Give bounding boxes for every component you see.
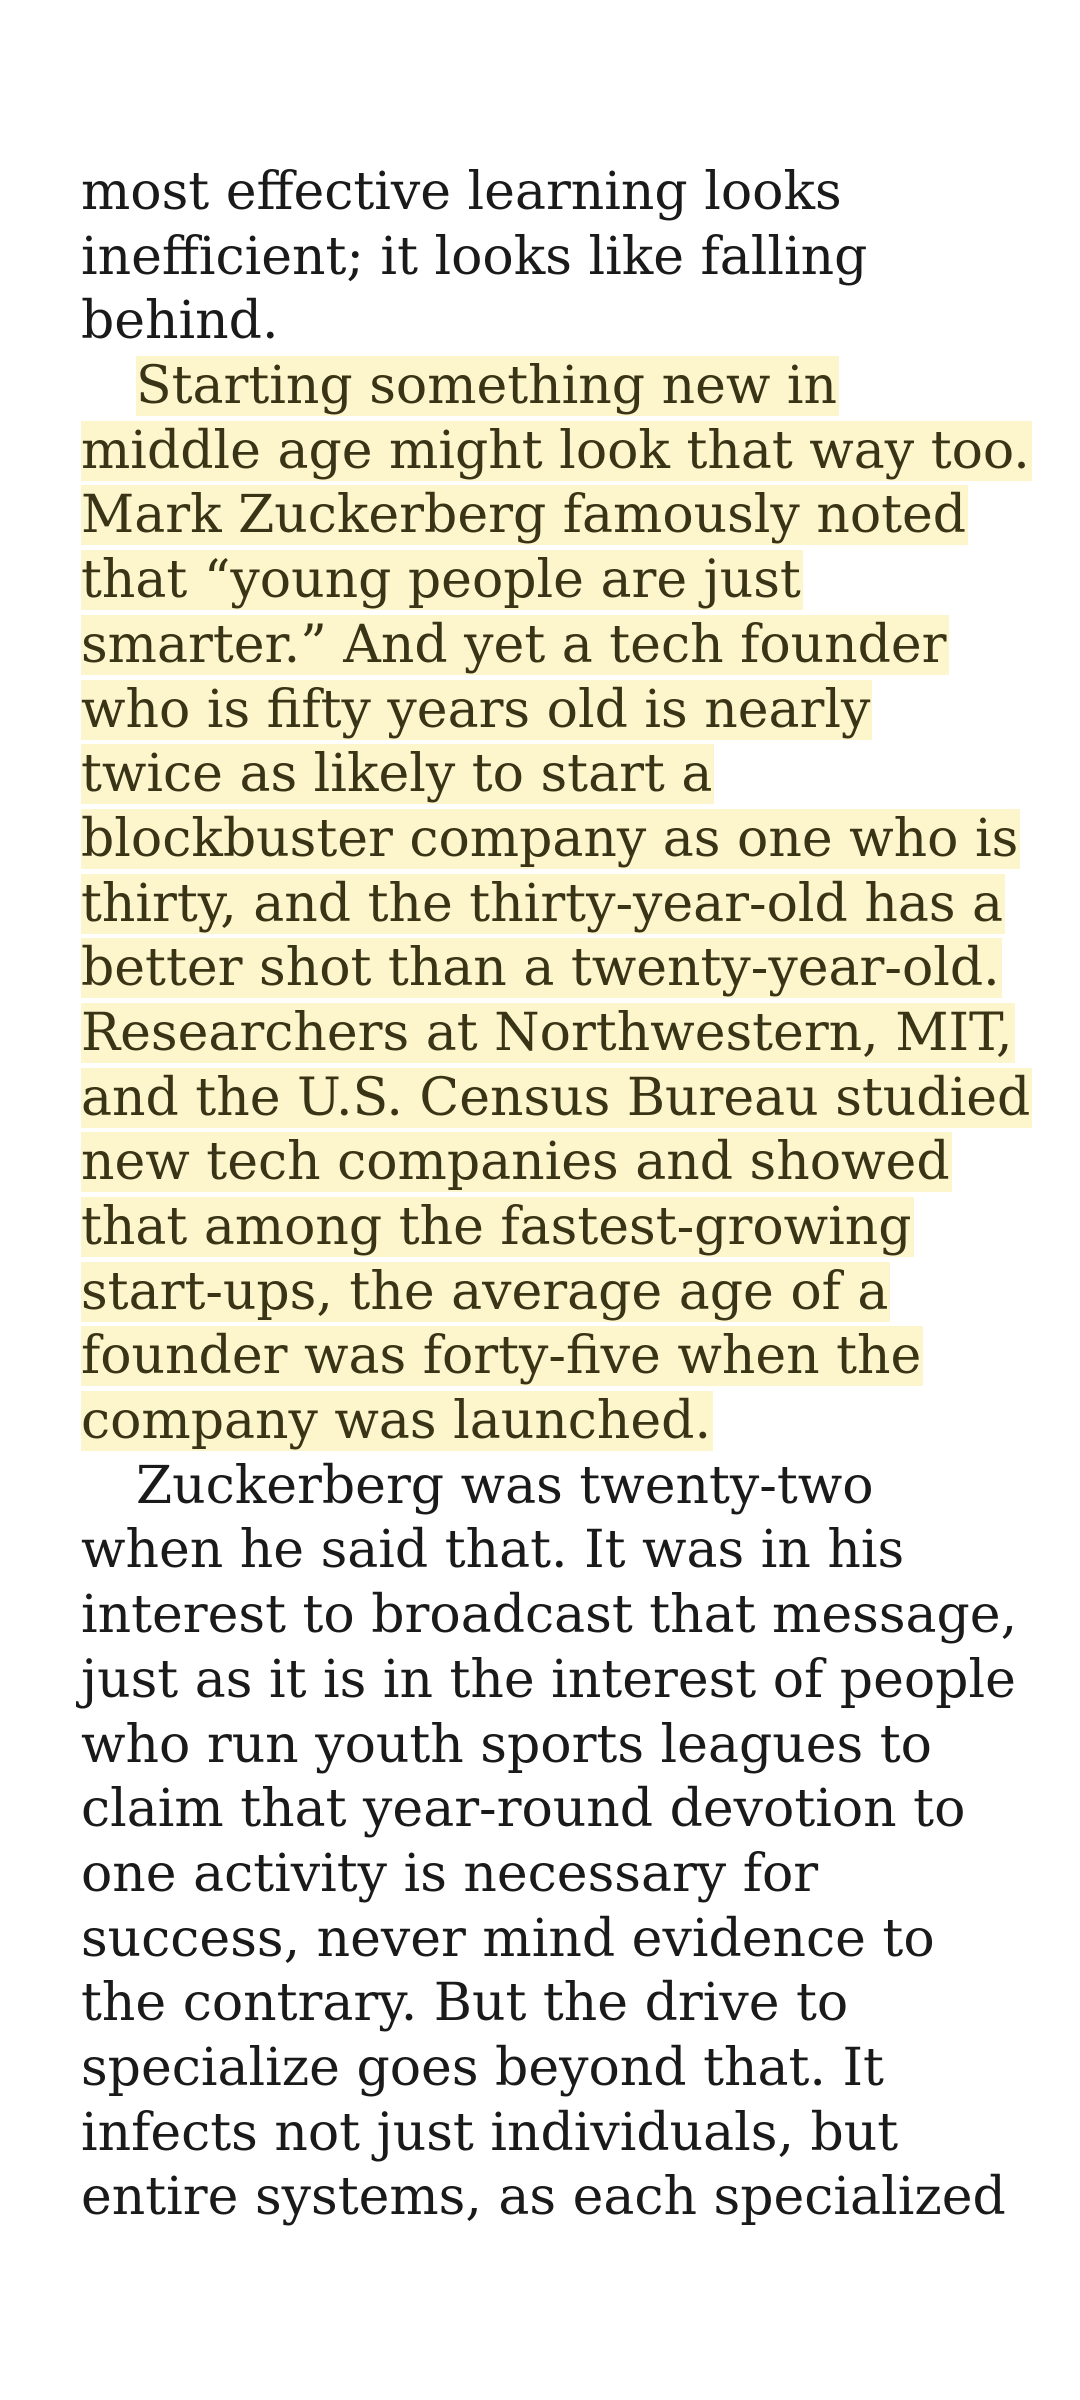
- highlight-span[interactable]: founder was forty-five when the: [81, 1326, 924, 1387]
- highlighted-line[interactable]: that among the fastest-growing: [81, 1195, 1011, 1260]
- text-line: Zuckerberg was twenty-two: [136, 1455, 874, 1516]
- highlight-span[interactable]: blockbuster company as one who is: [81, 808, 1021, 869]
- highlight-span[interactable]: Starting something new in: [136, 356, 840, 417]
- text-line: one activity is necessary for: [81, 1843, 819, 1904]
- highlight-span[interactable]: twice as likely to start a: [81, 744, 715, 805]
- highlight-span[interactable]: smarter.” And yet a tech founder: [81, 614, 949, 675]
- highlighted-line[interactable]: company was launched.: [81, 1389, 1011, 1454]
- text-line: specialize goes beyond that. It: [81, 2037, 884, 2098]
- highlighted-line[interactable]: better shot than a twenty-year-old.: [81, 936, 1011, 1001]
- text-line: infects not just individuals, but: [81, 2102, 899, 2163]
- text-line: inefficient; it looks like falling: [81, 226, 868, 287]
- highlight-span[interactable]: better shot than a twenty-year-old.: [81, 938, 1002, 999]
- highlighted-line[interactable]: Starting something new in: [81, 354, 1011, 419]
- highlighted-line[interactable]: middle age might look that way too.: [81, 419, 1032, 484]
- book-text[interactable]: most effective learning looks inefficien…: [81, 160, 1033, 2230]
- highlighted-line[interactable]: twice as likely to start a: [81, 742, 1011, 807]
- highlight-span[interactable]: Researchers at Northwestern, MIT,: [81, 1002, 1015, 1063]
- highlight-span[interactable]: new tech companies and showed: [81, 1132, 952, 1193]
- highlight-span[interactable]: that among the fastest-growing: [81, 1197, 914, 1257]
- highlight-span[interactable]: and the U.S. Census Bureau studied: [81, 1067, 1033, 1128]
- highlighted-line[interactable]: and the U.S. Census Bureau studied: [81, 1066, 1033, 1131]
- text-line: the contrary. But the drive to: [81, 1973, 849, 2034]
- highlighted-line[interactable]: founder was forty-five when the: [81, 1324, 1011, 1389]
- text-line: just as it is in the interest of people: [81, 1649, 1016, 1710]
- highlight-span[interactable]: thirty, and the thirty-year-old has a: [81, 873, 1006, 934]
- text-line: interest to broadcast that message,: [81, 1585, 1018, 1646]
- text-line: when he said that. It was in his: [81, 1520, 905, 1581]
- highlighted-line[interactable]: that “young people are just: [81, 548, 1011, 613]
- highlighted-line[interactable]: thirty, and the thirty-year-old has a: [81, 872, 1011, 937]
- highlighted-line[interactable]: blockbuster company as one who is: [81, 807, 1021, 872]
- text-line: behind.: [81, 291, 279, 352]
- highlighted-line[interactable]: who is fifty years old is nearly: [81, 678, 1011, 743]
- text-line: most effective learning looks: [81, 162, 842, 222]
- highlight-span[interactable]: who is fifty years old is nearly: [81, 679, 873, 740]
- highlighted-line[interactable]: smarter.” And yet a tech founder: [81, 613, 1011, 678]
- text-line: who run youth sports leagues to: [81, 1714, 932, 1775]
- highlight-span[interactable]: that “young people are just: [81, 550, 803, 611]
- highlight-span[interactable]: Mark Zuckerberg famously noted: [81, 485, 969, 546]
- highlight-span[interactable]: middle age might look that way too.: [81, 420, 1032, 481]
- text-line: entire systems, as each specialized: [81, 2167, 1006, 2228]
- highlight-span[interactable]: company was launched.: [81, 1391, 713, 1452]
- highlighted-line[interactable]: start-ups, the average age of a: [81, 1260, 1011, 1325]
- highlighted-line[interactable]: Researchers at Northwestern, MIT,: [81, 1001, 1015, 1066]
- highlight-span[interactable]: start-ups, the average age of a: [81, 1261, 891, 1322]
- highlighted-line[interactable]: Mark Zuckerberg famously noted: [81, 483, 1011, 548]
- text-line: claim that year-round devotion to: [81, 1779, 966, 1840]
- highlighted-line[interactable]: new tech companies and showed: [81, 1130, 1011, 1195]
- text-line: success, never mind evidence to: [81, 1908, 935, 1969]
